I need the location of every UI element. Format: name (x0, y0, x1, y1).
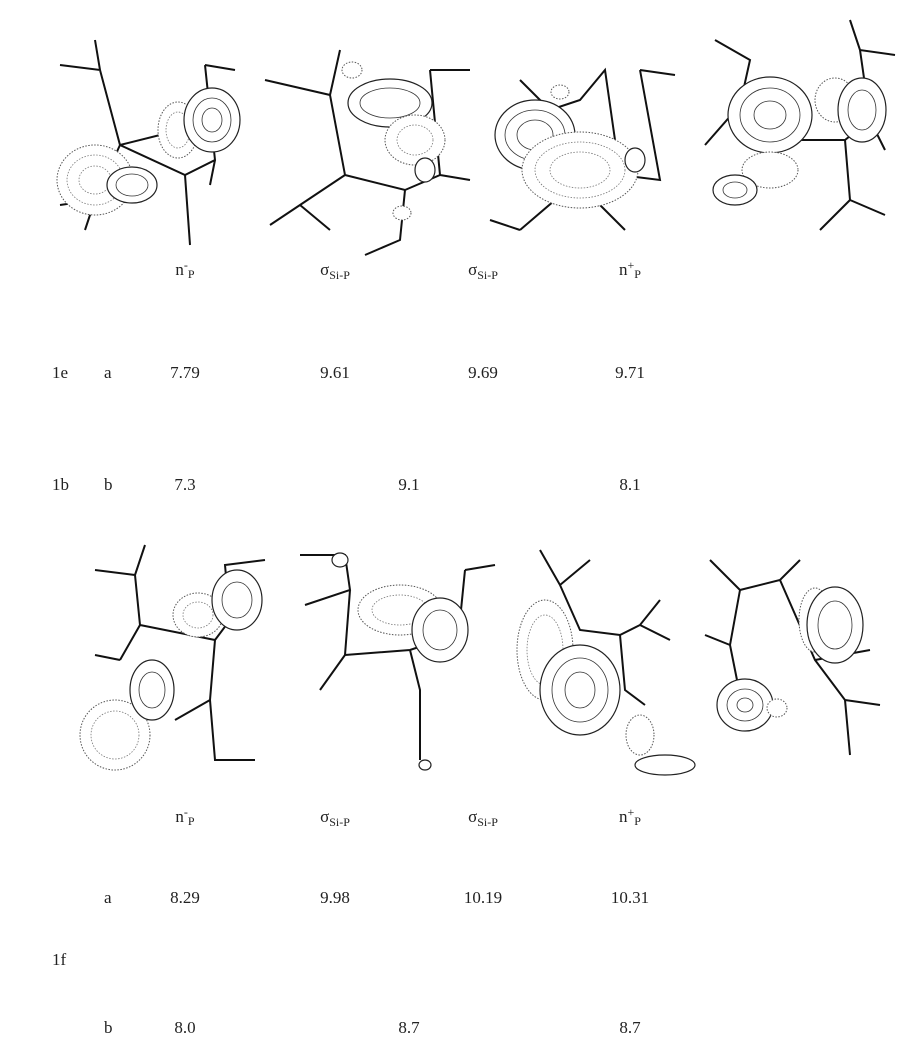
energy-value: 7.3 (174, 475, 195, 494)
label-main: n (175, 807, 184, 826)
label-main: σ (320, 807, 329, 826)
label-main: n (175, 260, 184, 279)
energy-value: 9.71 (615, 363, 645, 382)
label-main: σ (320, 260, 329, 279)
orbital-image (704, 19, 896, 231)
compound-label: 1b (52, 475, 69, 494)
label-sub: Si-P (477, 815, 498, 829)
method-label: b (104, 1018, 113, 1037)
method-label: a (104, 888, 112, 907)
orbital-image (516, 549, 696, 776)
label-sub: P (634, 267, 641, 281)
orbital-image (489, 67, 676, 231)
label-sup: + (628, 805, 635, 819)
energy-value: 9.69 (468, 363, 498, 382)
method-label: b (104, 475, 113, 494)
orbital-label: σSi-P (468, 807, 498, 829)
label-sub: P (634, 814, 641, 828)
label-sub: Si-P (329, 815, 350, 829)
label-sub: P (188, 267, 195, 281)
label-main: n (619, 807, 628, 826)
energy-value: 10.19 (464, 888, 502, 907)
label-sup: - (184, 805, 188, 819)
orbital-label: n+P (619, 258, 641, 281)
orbital-image (264, 49, 471, 256)
label-sub: P (188, 814, 195, 828)
energy-value: 8.7 (398, 1018, 420, 1037)
orbital-image (56, 39, 241, 246)
orbital-label: n+P (619, 805, 641, 828)
compound-label: 1f (52, 950, 67, 969)
energy-value: 9.98 (320, 888, 350, 907)
label-sup: + (628, 258, 635, 272)
label-sub: Si-P (329, 268, 350, 282)
orbital-label: σSi-P (468, 260, 498, 282)
label-main: σ (468, 807, 477, 826)
label-sup: - (184, 258, 188, 272)
orbital-label: σSi-P (320, 260, 350, 282)
orbital-label: σSi-P (320, 807, 350, 829)
energy-value: 10.31 (611, 888, 649, 907)
label-main: σ (468, 260, 477, 279)
orbital-label: n-P (175, 258, 195, 281)
orbital-image (704, 559, 881, 756)
method-label: a (104, 363, 112, 382)
energy-value: 8.1 (619, 475, 640, 494)
energy-value: 9.61 (320, 363, 350, 382)
orbital-image (300, 552, 496, 771)
energy-value: 9.1 (398, 475, 419, 494)
energy-value: 8.0 (174, 1018, 195, 1037)
label-sub: Si-P (477, 268, 498, 282)
energy-value: 8.29 (170, 888, 200, 907)
orbital-image (79, 544, 266, 771)
orbital-label: n-P (175, 805, 195, 828)
energy-value: 7.79 (170, 363, 200, 382)
label-main: n (619, 260, 628, 279)
compound-label: 1e (52, 363, 68, 382)
energy-value: 8.7 (619, 1018, 641, 1037)
